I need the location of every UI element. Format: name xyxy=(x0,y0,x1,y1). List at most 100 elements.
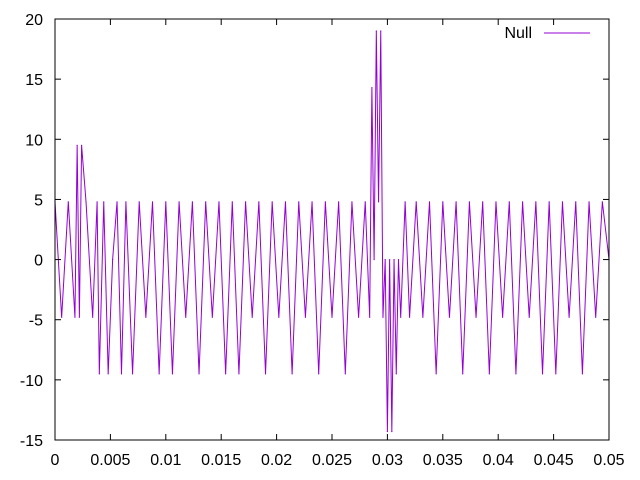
series-point xyxy=(131,373,134,375)
series-point xyxy=(251,316,253,318)
series-point xyxy=(528,316,530,318)
x-tick-label: 0.035 xyxy=(423,452,463,469)
series-point xyxy=(125,201,127,203)
x-tick-label: 0.005 xyxy=(90,452,130,469)
y-tick-label: -5 xyxy=(29,313,43,330)
series-point xyxy=(415,201,417,203)
y-tick-label: 15 xyxy=(25,72,43,89)
series-point xyxy=(92,316,94,318)
series-point xyxy=(151,201,154,203)
series-point xyxy=(397,258,400,261)
series-point xyxy=(364,201,366,203)
x-tick-label: 0.015 xyxy=(201,452,241,469)
series-point xyxy=(116,201,118,203)
series-point xyxy=(324,201,326,203)
series-point xyxy=(601,201,603,203)
series-point xyxy=(231,201,233,203)
series-line xyxy=(54,31,610,432)
series-point xyxy=(442,201,444,203)
series-point xyxy=(351,201,353,203)
series-point xyxy=(495,201,497,203)
series-point xyxy=(455,201,457,203)
series-point xyxy=(298,201,300,203)
series-point xyxy=(271,201,273,203)
series-point xyxy=(373,258,375,261)
legend: Null xyxy=(504,25,590,42)
series-point xyxy=(395,373,397,375)
series-point xyxy=(377,201,380,203)
series-point xyxy=(304,316,307,318)
y-tick-label: 5 xyxy=(34,192,43,209)
series-point xyxy=(112,258,114,261)
series-point xyxy=(375,30,377,32)
series-point xyxy=(548,201,550,203)
plot-series-layer xyxy=(54,30,610,433)
series-point xyxy=(185,316,187,318)
series-point xyxy=(244,201,247,203)
x-tick-label: 0.05 xyxy=(593,452,624,469)
series-point xyxy=(357,316,360,318)
series-point xyxy=(85,201,87,203)
series-point xyxy=(482,201,484,203)
series-point xyxy=(74,316,76,318)
series-point xyxy=(400,316,402,318)
series-point xyxy=(198,373,200,375)
series-point xyxy=(107,373,109,375)
x-tick-label: 0.03 xyxy=(372,452,403,469)
series-point xyxy=(264,373,267,375)
series-point xyxy=(318,373,320,375)
x-tick-label: 0.045 xyxy=(534,452,574,469)
series-point xyxy=(96,201,98,203)
series-point xyxy=(588,201,590,203)
series-point xyxy=(311,201,313,203)
series-point xyxy=(541,373,544,375)
series-point xyxy=(344,373,346,375)
series-point xyxy=(211,316,213,318)
series-point xyxy=(76,144,78,146)
series-point xyxy=(120,373,123,375)
series-point xyxy=(369,316,371,318)
series-point xyxy=(284,201,287,203)
y-axis: -15 -10 -5 0 5 10 15 20 xyxy=(20,12,609,450)
series-point xyxy=(61,316,63,318)
series-point xyxy=(462,373,464,375)
series-point xyxy=(515,373,517,375)
x-tick-label: 0.01 xyxy=(150,452,181,469)
series-point xyxy=(386,430,388,433)
x-tick-label: 0 xyxy=(51,452,60,469)
x-tick-label: 0.02 xyxy=(261,452,292,469)
series-point xyxy=(408,316,411,318)
series-point xyxy=(80,144,83,146)
series-point xyxy=(384,258,386,261)
series-point xyxy=(278,316,280,318)
y-tick-label: -10 xyxy=(20,373,43,390)
x-tick-label: 0.04 xyxy=(483,452,514,469)
series-point xyxy=(225,373,227,375)
series-point xyxy=(555,373,557,375)
series-point xyxy=(502,316,504,318)
series-point xyxy=(535,201,537,203)
series-point xyxy=(595,316,597,318)
series-point xyxy=(448,316,451,318)
y-tick-label: 0 xyxy=(34,253,43,270)
series-point xyxy=(205,201,207,203)
series-point xyxy=(393,258,395,261)
series-point xyxy=(98,373,100,375)
series-point xyxy=(508,201,510,203)
series-point xyxy=(138,201,140,203)
series-point xyxy=(191,201,193,203)
y-tick-label: 20 xyxy=(25,12,43,29)
series-point xyxy=(291,373,293,375)
series-point xyxy=(371,86,373,89)
series-point xyxy=(468,201,470,203)
y-tick-label: -15 xyxy=(20,433,43,450)
series-point xyxy=(521,201,524,203)
series-point xyxy=(158,373,160,375)
series-point xyxy=(67,201,69,203)
series-point xyxy=(258,201,260,203)
series-point xyxy=(165,201,167,203)
series-point xyxy=(380,30,382,32)
series-point xyxy=(145,316,147,318)
series-point xyxy=(103,201,105,203)
